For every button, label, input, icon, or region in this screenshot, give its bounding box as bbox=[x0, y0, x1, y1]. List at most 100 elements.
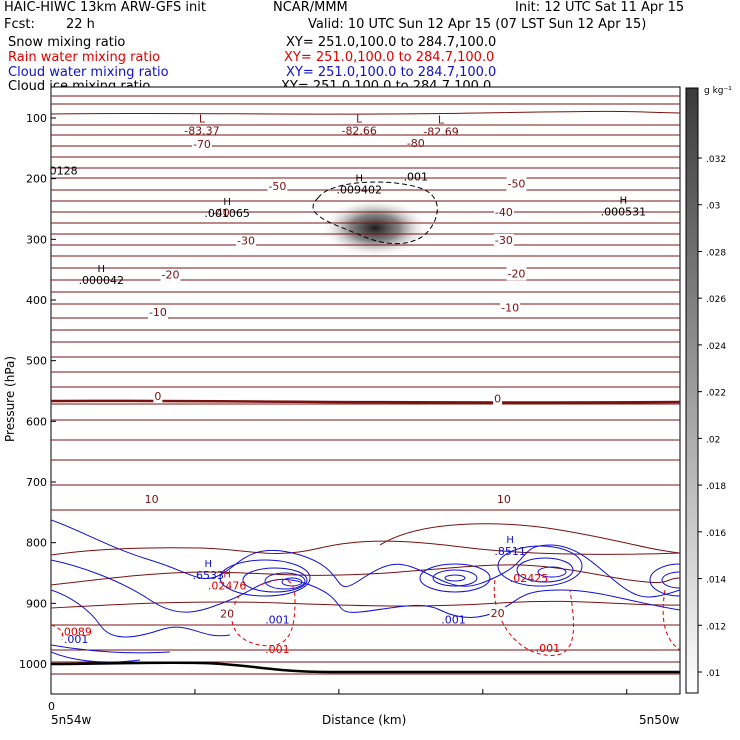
x-left-label: 5n54w bbox=[51, 713, 92, 727]
isotherm-label-bg bbox=[191, 138, 212, 152]
field-name-rain: Rain water mixing ratio bbox=[8, 50, 161, 65]
contour-value-label: .001 bbox=[404, 170, 429, 183]
low-value-label: -80 bbox=[407, 137, 425, 150]
field-xy-rain: XY= 251.0,100.0 to 284.7,100.0 bbox=[284, 50, 495, 65]
terrain-line bbox=[51, 661, 680, 674]
high-marker: H bbox=[506, 535, 514, 546]
fcst-value: 22 h bbox=[66, 17, 95, 32]
low-marker: L bbox=[356, 112, 363, 125]
isotherm-label-bg bbox=[506, 177, 527, 191]
contour-value-label: .0089 bbox=[60, 625, 92, 638]
y-tick-label: 700 bbox=[26, 476, 47, 489]
colorbar-unit: g kg⁻¹ bbox=[704, 86, 732, 96]
high-value-label: .6533 bbox=[193, 569, 225, 582]
x-axis-label: Distance (km) bbox=[322, 713, 406, 727]
y-tick-label: 100 bbox=[26, 112, 47, 125]
isotherm-label-bg bbox=[153, 389, 163, 403]
low-marker: L bbox=[438, 114, 445, 127]
contour-value-label: .02425 bbox=[510, 572, 549, 585]
cloud-water-contours bbox=[51, 519, 680, 663]
high-marker: H bbox=[98, 264, 106, 275]
y-tick-label: 300 bbox=[26, 233, 47, 246]
high-value-label: .009402 bbox=[336, 184, 382, 197]
x-right-label: 5n50w bbox=[639, 713, 680, 727]
init-time: Init: 12 UTC Sat 11 Apr 15 bbox=[515, 0, 685, 15]
high-marker: H bbox=[355, 174, 363, 185]
isotherm-label-bg bbox=[495, 492, 512, 506]
isotherm-label-bg bbox=[489, 607, 506, 621]
isotherm-label-bg bbox=[493, 392, 503, 406]
contour-value-label: .001 bbox=[64, 633, 89, 646]
isotherm-label-bg bbox=[493, 206, 514, 220]
y-axis-label: Pressure (hPa) bbox=[3, 356, 17, 442]
isotherm-label: 10 bbox=[145, 493, 159, 506]
org-label: NCAR/MMM bbox=[273, 0, 348, 15]
isotherm-label: -20 bbox=[162, 269, 180, 282]
isotherm-label: 20 bbox=[491, 607, 505, 620]
field-name-cloudwater: Cloud water mixing ratio bbox=[8, 65, 169, 80]
isotherm-label-bg bbox=[147, 306, 168, 320]
high-value-label: .8511 bbox=[494, 545, 526, 558]
isotherm-label: 0 bbox=[154, 390, 161, 403]
low-value-label: -82.69 bbox=[423, 126, 458, 139]
colorbar-tick-label: .024 bbox=[706, 342, 726, 352]
low-value-label: -83.37 bbox=[184, 124, 219, 137]
isotherm-label: -50 bbox=[268, 180, 286, 193]
contour-value-label: .001 bbox=[441, 613, 466, 626]
isotherm-label: -10 bbox=[149, 306, 167, 319]
isotherm-label: -30 bbox=[237, 235, 255, 248]
isotherm-label: -20 bbox=[507, 267, 525, 280]
field-xy-cloudwater: XY= 251.0,100.0 to 284.7,100.0 bbox=[286, 65, 497, 80]
isotherm-label: 0 bbox=[494, 392, 501, 405]
isotherm-label: -10 bbox=[501, 301, 519, 314]
low-marker: L bbox=[199, 112, 206, 125]
colorbar-tick-label: .026 bbox=[706, 295, 726, 305]
isotherm-label-bg bbox=[267, 179, 288, 193]
isotherm-label: 10 bbox=[497, 493, 511, 506]
colorbar-tick-label: .028 bbox=[706, 248, 726, 258]
field-xy-snow: XY= 251.0,100.0 to 284.7,100.0 bbox=[286, 35, 497, 50]
zero-isotherm bbox=[51, 399, 680, 404]
isotherm-label: -40 bbox=[495, 206, 513, 219]
y-tick-label: 500 bbox=[26, 355, 47, 368]
isotherm-label-bg bbox=[493, 233, 514, 247]
high-marker: H bbox=[620, 195, 628, 206]
contour-value-label: .001 bbox=[536, 642, 561, 655]
isotherm-label: 20 bbox=[220, 608, 234, 621]
y-tick-label: 600 bbox=[26, 415, 47, 428]
contour-value-label: 0128 bbox=[50, 164, 78, 177]
isotherm-label-bg bbox=[236, 234, 256, 248]
colorbar bbox=[685, 87, 699, 694]
high-value-label: .02476 bbox=[208, 580, 247, 593]
isotherm-label-bg bbox=[143, 492, 160, 506]
colorbar-tick-label: .014 bbox=[706, 576, 726, 586]
snow-maximum-shading bbox=[320, 198, 430, 258]
contour-value-label: .001 bbox=[265, 613, 290, 626]
colorbar-tick-label: .016 bbox=[706, 529, 726, 539]
cloud-ice-contour bbox=[312, 181, 438, 245]
colorbar-tick-label: .022 bbox=[706, 389, 726, 399]
colorbar-tick-label: .032 bbox=[706, 155, 726, 165]
low-value-label: -82.66 bbox=[341, 124, 376, 137]
fcst-label: Fcst: bbox=[4, 17, 35, 32]
contour-value-label: .001 bbox=[265, 643, 290, 656]
colorbar-tick-label: .01 bbox=[706, 669, 720, 679]
colorbar-tick-label: .012 bbox=[706, 622, 726, 632]
high-value-label: .000531 bbox=[601, 205, 647, 218]
y-tick-label: 400 bbox=[26, 294, 47, 307]
isotherm-label-bg bbox=[219, 607, 236, 621]
high-value-label: .001065 bbox=[204, 207, 250, 220]
y-tick-label: 200 bbox=[26, 173, 47, 186]
field-name-snow: Snow mixing ratio bbox=[8, 35, 126, 50]
isotherm-label-bg bbox=[210, 206, 231, 220]
x-zero-label: 0 bbox=[48, 700, 55, 713]
high-marker: H bbox=[223, 570, 231, 581]
high-value-label: .000042 bbox=[79, 274, 125, 287]
y-tick-label: 900 bbox=[26, 597, 47, 610]
isotherm-label-bg bbox=[506, 267, 527, 281]
high-marker: H bbox=[223, 197, 231, 208]
isotherm-label: -50 bbox=[507, 178, 525, 191]
y-tick-label: 1000 bbox=[19, 658, 47, 671]
model-title: HAIC-HIWC 13km ARW-GFS init bbox=[4, 0, 206, 15]
